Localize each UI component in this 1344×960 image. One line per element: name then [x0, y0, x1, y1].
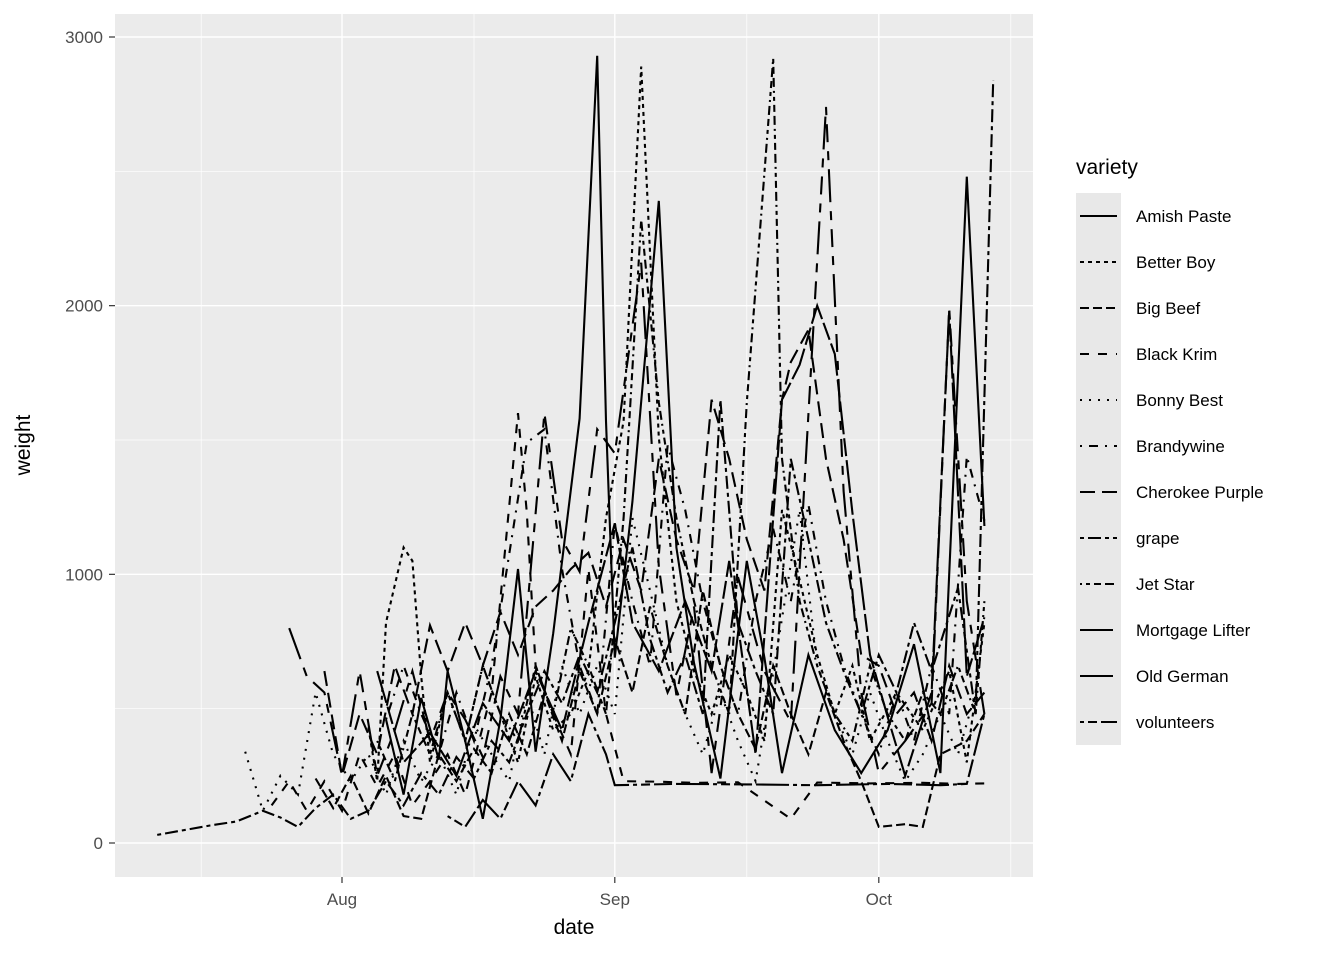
axes: Aug Sep Oct 0 1000 2000 3000 — [65, 28, 892, 909]
legend-label: Better Boy — [1136, 253, 1216, 272]
legend-entry-brandywine: Brandywine — [1076, 423, 1225, 469]
legend-label: Brandywine — [1136, 437, 1225, 456]
legend-entry-volunteers: volunteers — [1076, 699, 1214, 745]
legend-label: Old German — [1136, 667, 1229, 686]
series-line-better-boy — [367, 66, 986, 782]
legend-label: Bonny Best — [1136, 391, 1223, 410]
series-line-bonny-best — [244, 509, 977, 814]
series-line-jet-star — [376, 58, 986, 785]
y-tick-label-0: 0 — [94, 834, 103, 853]
legend-entry-better-boy: Better Boy — [1076, 239, 1216, 285]
legend-label: Amish Paste — [1136, 207, 1231, 226]
series-line-old-german — [288, 106, 986, 780]
series-line-grape — [157, 79, 995, 836]
y-axis-title: weight — [12, 414, 35, 476]
series-line-volunteers — [447, 710, 986, 829]
series-line-black-krim — [270, 413, 985, 821]
y-tick-label-3000: 3000 — [65, 28, 103, 47]
legend: Amish Paste Better Boy Big Beef Black Krim B… — [1076, 193, 1264, 745]
x-tick-label-sep: Sep — [600, 890, 630, 909]
legend-entry-jet-star: Jet Star — [1076, 561, 1195, 607]
legend-label: Cherokee Purple — [1136, 483, 1264, 502]
legend-key-background — [1076, 423, 1121, 469]
legend-entry-mortgage-lifter: Mortgage Lifter — [1076, 607, 1251, 653]
legend-entry-black-krim: Black Krim — [1076, 331, 1217, 377]
y-tick-label-2000: 2000 — [65, 297, 103, 316]
x-tick-label-oct: Oct — [866, 890, 893, 909]
legend-entry-amish-paste: Amish Paste — [1076, 193, 1231, 239]
legend-label: Black Krim — [1136, 345, 1217, 364]
legend-entry-cherokee-purple: Cherokee Purple — [1076, 469, 1264, 515]
legend-label: volunteers — [1136, 713, 1214, 732]
x-tick-label-aug: Aug — [327, 890, 357, 909]
legend-label: Mortgage Lifter — [1136, 621, 1251, 640]
series-line-mortgage-lifter — [376, 302, 986, 780]
series-line-big-beef — [314, 590, 986, 829]
legend-entry-bonny-best: Bonny Best — [1076, 377, 1223, 423]
legend-label: Jet Star — [1136, 575, 1195, 594]
legend-entry-grape: grape — [1076, 515, 1179, 561]
series-lines — [157, 55, 995, 836]
panel-background — [115, 14, 1033, 877]
legend-label: Big Beef — [1136, 299, 1201, 318]
plot-panel — [115, 14, 1033, 877]
x-axis-title: date — [554, 916, 595, 939]
legend-entry-big-beef: Big Beef — [1076, 285, 1201, 331]
legend-entry-old-german: Old German — [1076, 653, 1229, 699]
legend-title: variety — [1076, 156, 1138, 179]
y-tick-label-1000: 1000 — [65, 565, 103, 584]
legend-label: grape — [1136, 529, 1179, 548]
